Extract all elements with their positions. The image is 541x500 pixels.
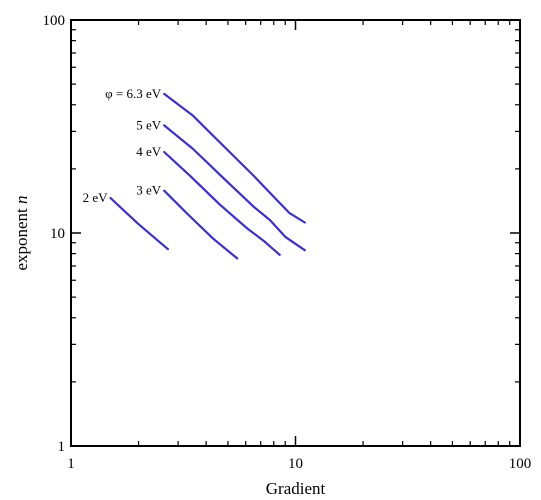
series-label: 3 eV [136, 183, 162, 198]
plot-frame [70, 19, 521, 447]
y-tick-labels: 1 10 100 [43, 13, 66, 455]
series-label: 2 eV [83, 190, 109, 205]
y-axis-label: exponent n [12, 195, 31, 270]
series-labels: φ = 6.3 eV 5 eV 4 eV 3 eV 2 eV [83, 86, 162, 205]
series-line [163, 150, 281, 256]
series-line [109, 196, 169, 251]
x-tick-label: 1 [67, 456, 75, 472]
y-tick-label: 10 [50, 226, 65, 242]
series-line [163, 124, 306, 252]
y-tick-label: 100 [43, 13, 66, 29]
major-ticks [70, 19, 521, 447]
series-lines [109, 92, 306, 260]
series-label: 5 eV [136, 117, 162, 132]
x-tick-label: 100 [509, 456, 532, 472]
x-tick-labels: 1 10 100 [67, 456, 531, 472]
x-tick-label: 10 [288, 456, 303, 472]
y-tick-label: 1 [58, 439, 66, 455]
series-label: φ = 6.3 eV [105, 86, 162, 101]
series-line [163, 189, 239, 260]
x-axis-label: Gradient [266, 479, 326, 498]
minor-ticks [71, 20, 520, 446]
y-axis-label-prefix: exponent [12, 204, 31, 271]
series-label: 4 eV [136, 144, 162, 159]
y-axis-label-variable: n [12, 195, 31, 204]
series-line [163, 92, 306, 224]
